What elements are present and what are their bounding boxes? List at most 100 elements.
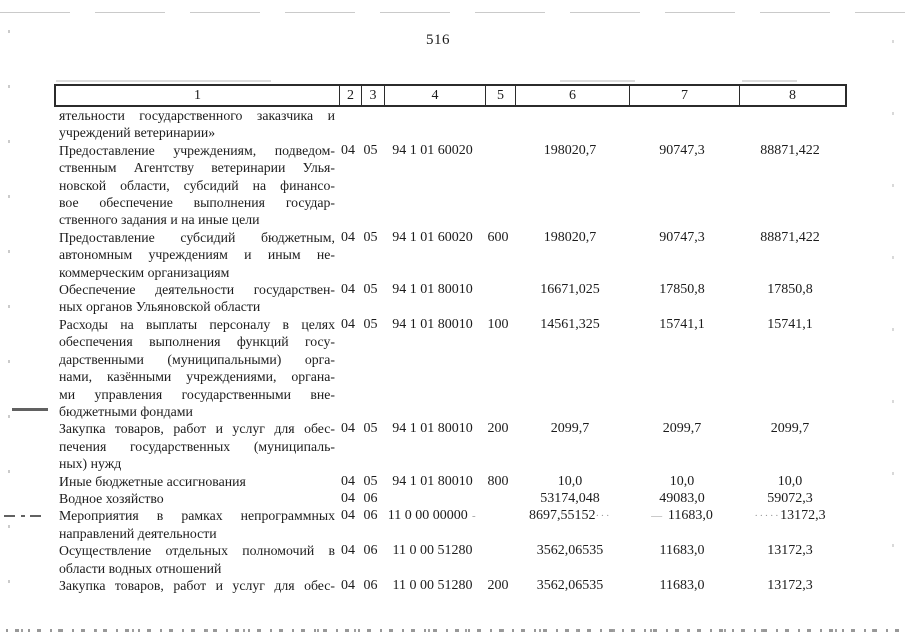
cell-celevaya-statya: 11 0 00 51280 [382, 577, 483, 594]
cell-podrazdel-value: 06 [363, 543, 378, 559]
cell-name-line: ятельности государственного заказчика и [59, 108, 335, 123]
cell-amount-1-value: 198020,7 [543, 229, 597, 245]
cell-amount-2: 11683,0 [627, 577, 737, 594]
cell-celevaya-statya-value: 11 0 00 51280 [392, 577, 473, 593]
cell-razdel: 04 [337, 490, 359, 507]
header-cell-2: 2 [339, 86, 361, 105]
header-cell-7: 7 [629, 86, 739, 105]
cell-amount-2-value: 11683,0 [659, 577, 705, 593]
cell-amount-1: 53174,048 [513, 490, 627, 507]
cell-vid-raskhodov-value: 200 [487, 577, 509, 593]
cell-razdel: 04 [337, 542, 359, 559]
cell-podrazdel: 05 [359, 420, 382, 437]
cell-celevaya-statya: 94 1 01 60020 [382, 229, 483, 246]
cell-amount-3-value: 10,0 [777, 473, 803, 489]
scan-artifact: ····· [754, 510, 781, 523]
cell-amount-1-value: 2099,7 [550, 421, 590, 437]
table-row: Предоставление субсидий бюджетным, автоно… [54, 229, 843, 281]
cell-vid-raskhodov-value: 600 [487, 229, 509, 245]
cell-amount-1: 198020,7 [513, 229, 627, 246]
cell-name: Иные бюджетные ассигнования [54, 473, 337, 490]
cell-amount-3: 13172,3 [737, 577, 843, 594]
scan-smudge [560, 80, 635, 82]
cell-name-line: дарственными (муниципальными) орга- [59, 351, 335, 367]
cell-amount-3: ·····13172,3 [737, 507, 843, 525]
cell-name-line: коммерческим организациям [59, 264, 230, 280]
cell-amount-1: 14561,325 [513, 316, 627, 333]
cell-podrazdel: 05 [359, 473, 382, 490]
cell-name-line: Обеспечение деятельности государствен- [59, 282, 335, 298]
cell-celevaya-statya-value: 94 1 01 80010 [392, 473, 473, 489]
cell-razdel-value: 04 [341, 421, 355, 437]
cell-name: Водное хозяйство [54, 490, 337, 507]
header-cell-6: 6 [515, 86, 629, 105]
cell-amount-3-value: 59072,3 [767, 490, 813, 506]
cell-amount-1: 16671,025 [513, 281, 627, 298]
cell-razdel-value: 04 [341, 473, 355, 489]
table-row: ятельности государственного заказчика и у… [54, 107, 843, 142]
cell-name-line: Мероприятия в рамках непрограммных [59, 508, 335, 524]
table-row: Обеспечение деятельности государствен-ны… [54, 281, 843, 316]
cell-amount-3-value: 13172,3 [767, 543, 813, 559]
cell-amount-1-value: 10,0 [557, 473, 583, 489]
cell-razdel-value: 04 [341, 316, 355, 332]
cell-vid-raskhodov-value: 800 [487, 473, 509, 489]
cell-name-line: Водное хозяйство [59, 490, 164, 506]
cell-name-line: Закупка товаров, работ и услуг для обес- [59, 421, 335, 437]
cell-amount-1: 3562,06535 [513, 542, 627, 559]
cell-name: Осуществление отдельных полномочий в обла… [54, 542, 337, 577]
cell-amount-2: 49083,0 [627, 490, 737, 507]
cell-celevaya-statya-value: 94 1 01 80010 [392, 282, 473, 298]
cell-name-line: ных органов Ульяновской области [59, 299, 261, 315]
cell-name-line: ми управления государственными вне- [59, 386, 335, 402]
cell-amount-2-value: 90747,3 [659, 229, 705, 245]
cell-amount-2: 11683,0 [627, 542, 737, 559]
cell-amount-3: 15741,1 [737, 316, 843, 333]
cell-amount-2: 15741,1 [627, 316, 737, 333]
scan-smudge [742, 80, 797, 82]
cell-vid-raskhodov-value: 100 [487, 316, 509, 332]
scan-artifact: ··· [595, 510, 611, 523]
cell-celevaya-statya-value: 94 1 01 60020 [392, 229, 473, 245]
cell-amount-2-value: 17850,8 [659, 282, 705, 298]
scan-right-margin-dots [892, 40, 894, 610]
cell-amount-3: 88871,422 [737, 229, 843, 246]
cell-razdel: 04 [337, 577, 359, 594]
cell-celevaya-statya: 94 1 01 80010 [382, 420, 483, 437]
scan-artifact: — [651, 510, 668, 523]
scan-cutoff-text-band [6, 629, 899, 632]
cell-podrazdel-value: 05 [363, 229, 378, 245]
cell-amount-3-value: 2099,7 [770, 421, 810, 437]
cell-amount-2-value: 15741,1 [659, 316, 705, 332]
header-cell-5: 5 [485, 86, 515, 105]
cell-podrazdel-value: 06 [363, 577, 378, 593]
cell-celevaya-statya-value: 94 1 01 80010 [392, 421, 473, 437]
header-cell-8: 8 [739, 86, 845, 105]
header-cell-3: 3 [361, 86, 384, 105]
scan-artifact: - [467, 510, 478, 523]
cell-celevaya-statya: 94 1 01 60020 [382, 142, 483, 159]
cell-celevaya-statya: 94 1 01 80010 [382, 281, 483, 298]
table-row: Иные бюджетные ассигнования 04 05 94 1 01 8… [54, 473, 843, 490]
cell-amount-3-value: 88871,422 [760, 142, 820, 158]
cell-razdel: 04 [337, 473, 359, 490]
cell-amount-2: 2099,7 [627, 420, 737, 437]
cell-amount-2: — 11683,0 [627, 507, 737, 525]
cell-amount-1: 10,0 [513, 473, 627, 490]
cell-name: Закупка товаров, работ и услуг для обес- [54, 577, 337, 594]
cell-amount-1: 2099,7 [513, 420, 627, 437]
table-row: Мероприятия в рамках непрограммных направ… [54, 507, 843, 542]
cell-name: Предоставление учреждениям, подведом-ств… [54, 142, 337, 229]
cell-razdel-value: 04 [341, 577, 355, 593]
cell-podrazdel: 05 [359, 229, 382, 246]
table-row: Водное хозяйство 04 06 53174,048 49083,0 5907… [54, 490, 843, 507]
cell-name: Предоставление субсидий бюджетным, автоно… [54, 229, 337, 281]
cell-name-line: Осуществление отдельных полномочий в [59, 543, 335, 559]
cell-vid-raskhodov-value: 200 [487, 421, 509, 437]
cell-name: Обеспечение деятельности государствен-ны… [54, 281, 337, 316]
table-header-row: 1 2 3 4 5 6 7 8 [54, 84, 847, 107]
cell-podrazdel: 06 [359, 507, 382, 524]
cell-razdel-value: 04 [341, 282, 355, 298]
scan-top-edge-line [0, 12, 905, 13]
